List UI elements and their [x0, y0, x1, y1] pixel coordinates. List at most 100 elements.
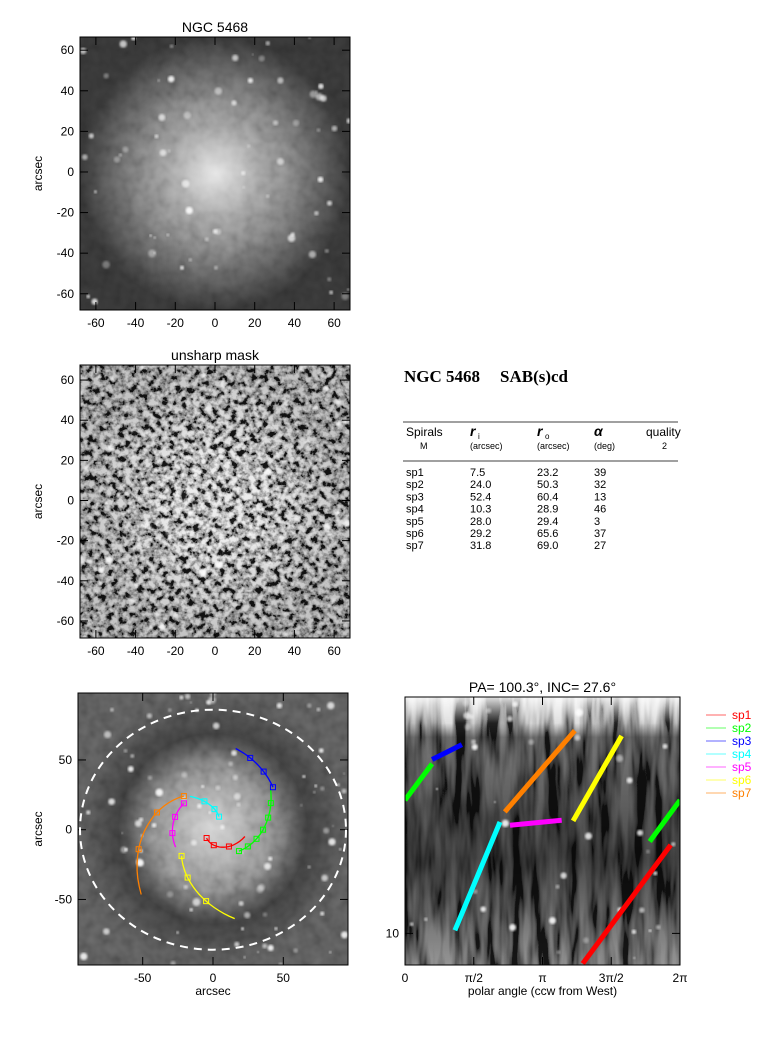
image-star: [133, 503, 137, 508]
image-star: [464, 723, 471, 731]
image-star: [169, 44, 174, 49]
image-star: [188, 257, 193, 262]
image-star: [122, 146, 129, 153]
y-tick-label: -60: [57, 287, 75, 301]
image-star: [130, 754, 135, 758]
spiral-arc: [189, 795, 220, 817]
y-tick-label: 10: [386, 926, 400, 940]
image-star: [471, 743, 478, 751]
image-star: [268, 856, 273, 861]
image-star: [626, 777, 633, 784]
image-star: [192, 898, 201, 907]
table-cell: sp4: [406, 504, 424, 516]
y-tick-label: 40: [61, 413, 75, 427]
image-star: [167, 149, 171, 153]
image-star: [204, 237, 209, 242]
image-star: [158, 114, 166, 121]
column-unit: M: [420, 441, 428, 451]
image-star: [335, 519, 344, 528]
image-star: [118, 153, 123, 157]
image-star: [86, 294, 91, 299]
image-star: [154, 611, 161, 618]
image-star: [284, 421, 287, 424]
image-star: [137, 859, 144, 867]
image-star: [121, 832, 124, 835]
x-tick-label: 40: [288, 316, 302, 330]
spiral-point: [253, 835, 260, 842]
image-star: [91, 298, 98, 305]
image-star: [528, 739, 534, 745]
image-star: [216, 462, 222, 468]
image-star: [148, 249, 157, 258]
image-star: [633, 956, 636, 960]
image-star: [320, 786, 325, 791]
image-star: [93, 589, 98, 594]
x-tick-label: 0: [212, 316, 219, 330]
image-star: [213, 265, 218, 270]
y-tick-label: -40: [57, 246, 75, 260]
column-index: i: [478, 432, 480, 441]
image-star: [238, 901, 244, 906]
image-star: [256, 379, 260, 383]
spiral-fit: [502, 728, 577, 814]
column-header: Spirals: [406, 425, 443, 439]
x-tick-label: 50: [277, 971, 291, 985]
image-noise: [80, 365, 350, 638]
x-tick-label: -50: [134, 971, 152, 985]
column-unit: (arcsec): [470, 441, 503, 451]
image-star: [80, 47, 87, 55]
image-star: [153, 251, 156, 254]
table-cell: 52.4: [470, 491, 491, 503]
column-unit: (deg): [594, 441, 615, 451]
image-star: [272, 120, 279, 126]
image-star: [176, 479, 181, 485]
image-star: [276, 702, 283, 709]
image-star: [146, 713, 153, 719]
table-cell: 3: [594, 516, 600, 528]
image-star: [134, 820, 142, 827]
spiral-fit: [509, 817, 562, 828]
image-star: [104, 447, 109, 452]
x-tick-label: -40: [127, 316, 145, 330]
panel-title: PA= 100.3°, INC= 27.6°: [469, 679, 616, 695]
image-star: [265, 559, 273, 566]
image-star: [347, 288, 350, 291]
image-star: [285, 407, 292, 414]
image-star: [298, 365, 306, 372]
image-star: [228, 761, 233, 767]
image-star: [127, 766, 134, 772]
image-star: [124, 401, 130, 408]
image-star: [96, 611, 100, 615]
legend-label: sp5: [732, 760, 752, 774]
image-star: [148, 625, 153, 629]
x-tick-label: 40: [288, 644, 302, 658]
image-star: [173, 612, 178, 617]
image-star: [340, 931, 348, 939]
column-header: quality: [646, 425, 681, 439]
image-star: [315, 90, 318, 94]
spiral-point: [154, 809, 161, 816]
spiral-point: [180, 800, 187, 807]
table-cell: 50.3: [537, 479, 558, 491]
table-cell: 27: [594, 540, 606, 552]
image-star: [615, 754, 624, 763]
x-tick-label: π/2: [465, 971, 484, 985]
image-star: [262, 943, 268, 949]
image-star: [232, 54, 239, 62]
spiral-point: [235, 848, 242, 855]
image-star: [146, 523, 152, 529]
image-star: [242, 186, 246, 189]
image-star: [575, 708, 584, 717]
image-star: [153, 236, 157, 239]
image-star: [274, 453, 281, 460]
image-star: [249, 537, 258, 545]
image-star: [179, 695, 184, 700]
image-star: [331, 125, 338, 132]
table-cell: 39: [594, 467, 606, 479]
y-tick-label: 20: [61, 124, 75, 138]
y-tick-label: 0: [65, 823, 72, 837]
image-star: [648, 929, 652, 933]
image-star: [144, 442, 149, 446]
image-star: [253, 407, 258, 412]
image-star: [267, 944, 274, 951]
